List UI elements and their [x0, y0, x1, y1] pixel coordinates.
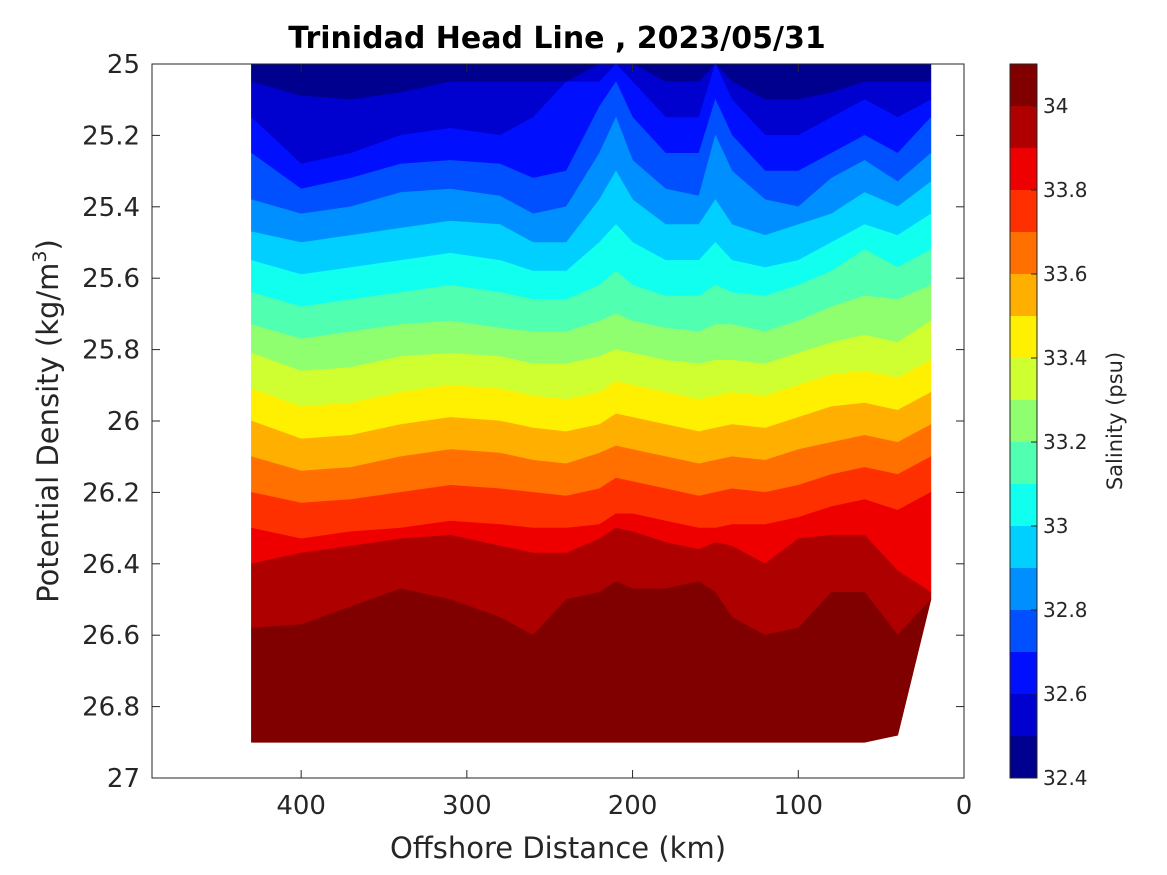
x-tick-label: 100	[773, 791, 823, 821]
colorbar-ticks: 32.4 32.6 32.8 33 33.2 33.4 33.6 33.8 34	[1031, 94, 1088, 790]
y-axis-label-superscript: 3	[29, 250, 51, 262]
x-axis-label: Offshore Distance (km)	[390, 831, 726, 865]
colorbar-swatch	[1010, 316, 1037, 358]
y-tick-label: 26.4	[82, 550, 140, 580]
colorbar-swatch	[1010, 694, 1037, 736]
x-tick-label: 0	[956, 791, 973, 821]
y-tick-label: 25.6	[82, 264, 140, 294]
colorbar-tick-label: 33.6	[1043, 262, 1088, 286]
contour-bands	[251, 63, 932, 743]
colorbar-swatch	[1010, 442, 1037, 484]
colorbar-label: Salinity (psu)	[1103, 352, 1127, 490]
y-tick-label: 26	[107, 407, 140, 437]
x-tick-label: 400	[276, 791, 326, 821]
colorbar-tick-label: 32.6	[1043, 682, 1088, 706]
colorbar-tick-label: 32.4	[1043, 766, 1088, 790]
plot-area: 400 300 200 100 0 25 25.2 25.4 25.6 25.8 26 26.2 26…	[82, 50, 972, 821]
y-tick-label: 25.2	[82, 121, 140, 151]
colorbar-tick-label: 33.4	[1043, 346, 1088, 370]
x-tick-label: 300	[442, 791, 492, 821]
y-axis-label: Potential Density (kg/m3)	[29, 239, 65, 603]
colorbar: 32.4 32.6 32.8 33 33.2 33.4 33.6 33.8 34 Salinit…	[1009, 63, 1127, 790]
colorbar-swatches	[1010, 64, 1037, 778]
y-tick-label: 25.4	[82, 193, 140, 223]
y-axis-ticks: 25 25.2 25.4 25.6 25.8 26 26.2 26.4 26.6 26.8 27	[82, 50, 964, 794]
colorbar-swatch	[1010, 484, 1037, 526]
colorbar-swatch	[1010, 610, 1037, 652]
colorbar-swatch	[1010, 400, 1037, 442]
colorbar-swatch	[1010, 232, 1037, 274]
colorbar-swatch	[1010, 358, 1037, 400]
colorbar-tick-label: 33.8	[1043, 178, 1088, 202]
x-tick-label: 200	[608, 791, 658, 821]
colorbar-swatch	[1010, 736, 1037, 778]
colorbar-swatch	[1010, 148, 1037, 190]
y-axis-label-tail: )	[31, 239, 65, 250]
y-tick-label: 25.8	[82, 336, 140, 366]
colorbar-swatch	[1010, 64, 1037, 106]
colorbar-tick-label: 33	[1043, 514, 1068, 538]
y-axis-label-main: Potential Density (kg/m	[31, 263, 65, 603]
contour-band	[251, 599, 932, 743]
colorbar-swatch	[1010, 568, 1037, 610]
y-tick-label: 26.2	[82, 478, 140, 508]
y-tick-label: 26.6	[82, 621, 140, 651]
colorbar-swatch	[1010, 190, 1037, 232]
y-tick-label: 25	[107, 50, 140, 80]
colorbar-swatch	[1010, 526, 1037, 568]
x-axis-ticks: 400 300 200 100 0	[276, 64, 972, 821]
colorbar-frame	[1009, 63, 1038, 779]
colorbar-tick-label: 34	[1043, 94, 1068, 118]
colorbar-swatch	[1010, 652, 1037, 694]
y-tick-label: 27	[107, 764, 140, 794]
y-tick-label: 26.8	[82, 693, 140, 723]
colorbar-swatch	[1010, 106, 1037, 148]
colorbar-tick-label: 32.8	[1043, 598, 1088, 622]
colorbar-tick-label: 33.2	[1043, 430, 1088, 454]
colorbar-swatch	[1010, 274, 1037, 316]
chart-title: Trinidad Head Line , 2023/05/31	[288, 21, 825, 56]
